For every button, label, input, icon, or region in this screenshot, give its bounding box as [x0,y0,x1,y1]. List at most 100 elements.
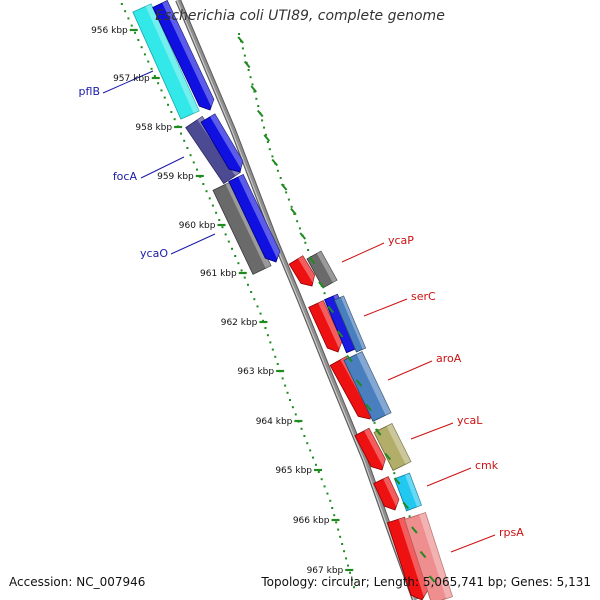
tick-dot [264,133,267,136]
tick-dot [281,377,284,380]
tick-dot [224,233,227,236]
tick-dot [153,75,156,77]
gene-pflB-box [132,3,200,120]
gene-label-focA: focA [113,170,138,183]
backbone-outline [175,0,418,600]
minor-tick-mark [365,403,372,412]
minor-tick-mark [428,575,436,583]
tick-dot [189,154,192,157]
tick-dot [393,472,396,475]
minor-tick-mark [250,85,258,93]
minor-tick-mark [256,109,264,118]
tick-dot [249,76,252,79]
gene-leader-line [410,422,454,440]
gene-feature-arrow [228,174,281,263]
minor-tick-mark [243,60,251,69]
tick-dot [347,564,350,567]
tick-dot [173,118,176,121]
kbp-label: 961 kbp [200,269,237,279]
tick-dot [250,291,253,293]
tick-dot [241,47,244,50]
gene-leader-line [102,70,154,94]
tick-dot [231,247,234,250]
minor-tick-mark [299,232,307,240]
tick-dot [300,427,303,430]
gene-cmk-box [393,472,423,512]
tick-dot [186,147,189,149]
gene-leader-line [387,360,433,381]
tick-dot [140,46,143,49]
minor-tick-mark [419,550,427,559]
tick-dot [339,535,342,538]
gene-ycaL-arrow [354,427,386,471]
tick-dot [351,579,353,581]
gene-rpsA-box [404,512,453,600]
tick-dot [259,312,262,315]
tick-dot [323,485,326,488]
tick-dot [183,139,186,142]
minor-tick-mark [308,256,316,265]
tick-dot [290,205,293,208]
gene-features [132,0,453,600]
minor-tick-mark [402,501,410,510]
minor-tick-mark [393,477,401,485]
tick-dot [167,103,170,106]
tick-dot [307,249,310,251]
tick-dot [227,240,230,243]
tick-dot [345,557,348,560]
minor-tick-mark [280,183,288,191]
tick-dot [243,54,246,57]
kbp-label: 966 kbp [293,516,330,526]
tick-dot [160,89,163,92]
tick-dot [257,105,260,107]
tick-dot [335,521,338,524]
tick-dot [317,471,320,473]
tick-dot [349,571,352,574]
gene-label-ycaP: ycaP [388,234,414,247]
minor-tick-mark [411,526,418,534]
gene-label-cmk: cmk [475,459,499,472]
minor-tick-mark [346,354,353,363]
tick-dot [120,3,123,5]
gene-label-aroA: aroA [436,352,462,365]
tick-dot [218,219,221,221]
gene-leader-line [426,467,472,487]
tick-dot [291,406,294,409]
tick-dot [247,69,250,71]
tick-dot [266,334,269,337]
tick-dot [256,305,259,308]
gene-label-serC: serC [411,290,436,303]
tick-dot [211,204,214,207]
tick-dot [143,53,146,56]
tick-dot [134,31,137,34]
tick-dot [264,327,267,329]
tick-dot [234,255,237,257]
tick-dot [208,197,211,200]
tick-dot [192,161,195,164]
tick-dot [205,190,208,193]
tick-dot [289,399,291,401]
gene-aroA-box [343,351,392,422]
tick-dot [266,141,269,143]
tick-dot [221,226,224,229]
tick-dot [284,384,287,387]
tick-dot [312,456,315,459]
kbp-label: 967 kbp [307,566,344,576]
tick-dot [237,262,240,265]
tick-dot [130,24,133,27]
tick-dot [296,220,299,223]
tick-dot [268,148,271,151]
tick-dot [137,39,140,41]
tick-dot [276,169,279,172]
kbp-label: 962 kbp [221,318,258,328]
kbp-label: 959 kbp [157,172,194,182]
kbp-label: 958 kbp [135,123,172,133]
tick-dot [127,17,130,20]
tick-dot [304,241,307,244]
kbp-label: 965 kbp [275,466,312,476]
tick-dot [298,227,301,230]
tick-dot [329,499,332,502]
tick-dot [262,319,264,322]
